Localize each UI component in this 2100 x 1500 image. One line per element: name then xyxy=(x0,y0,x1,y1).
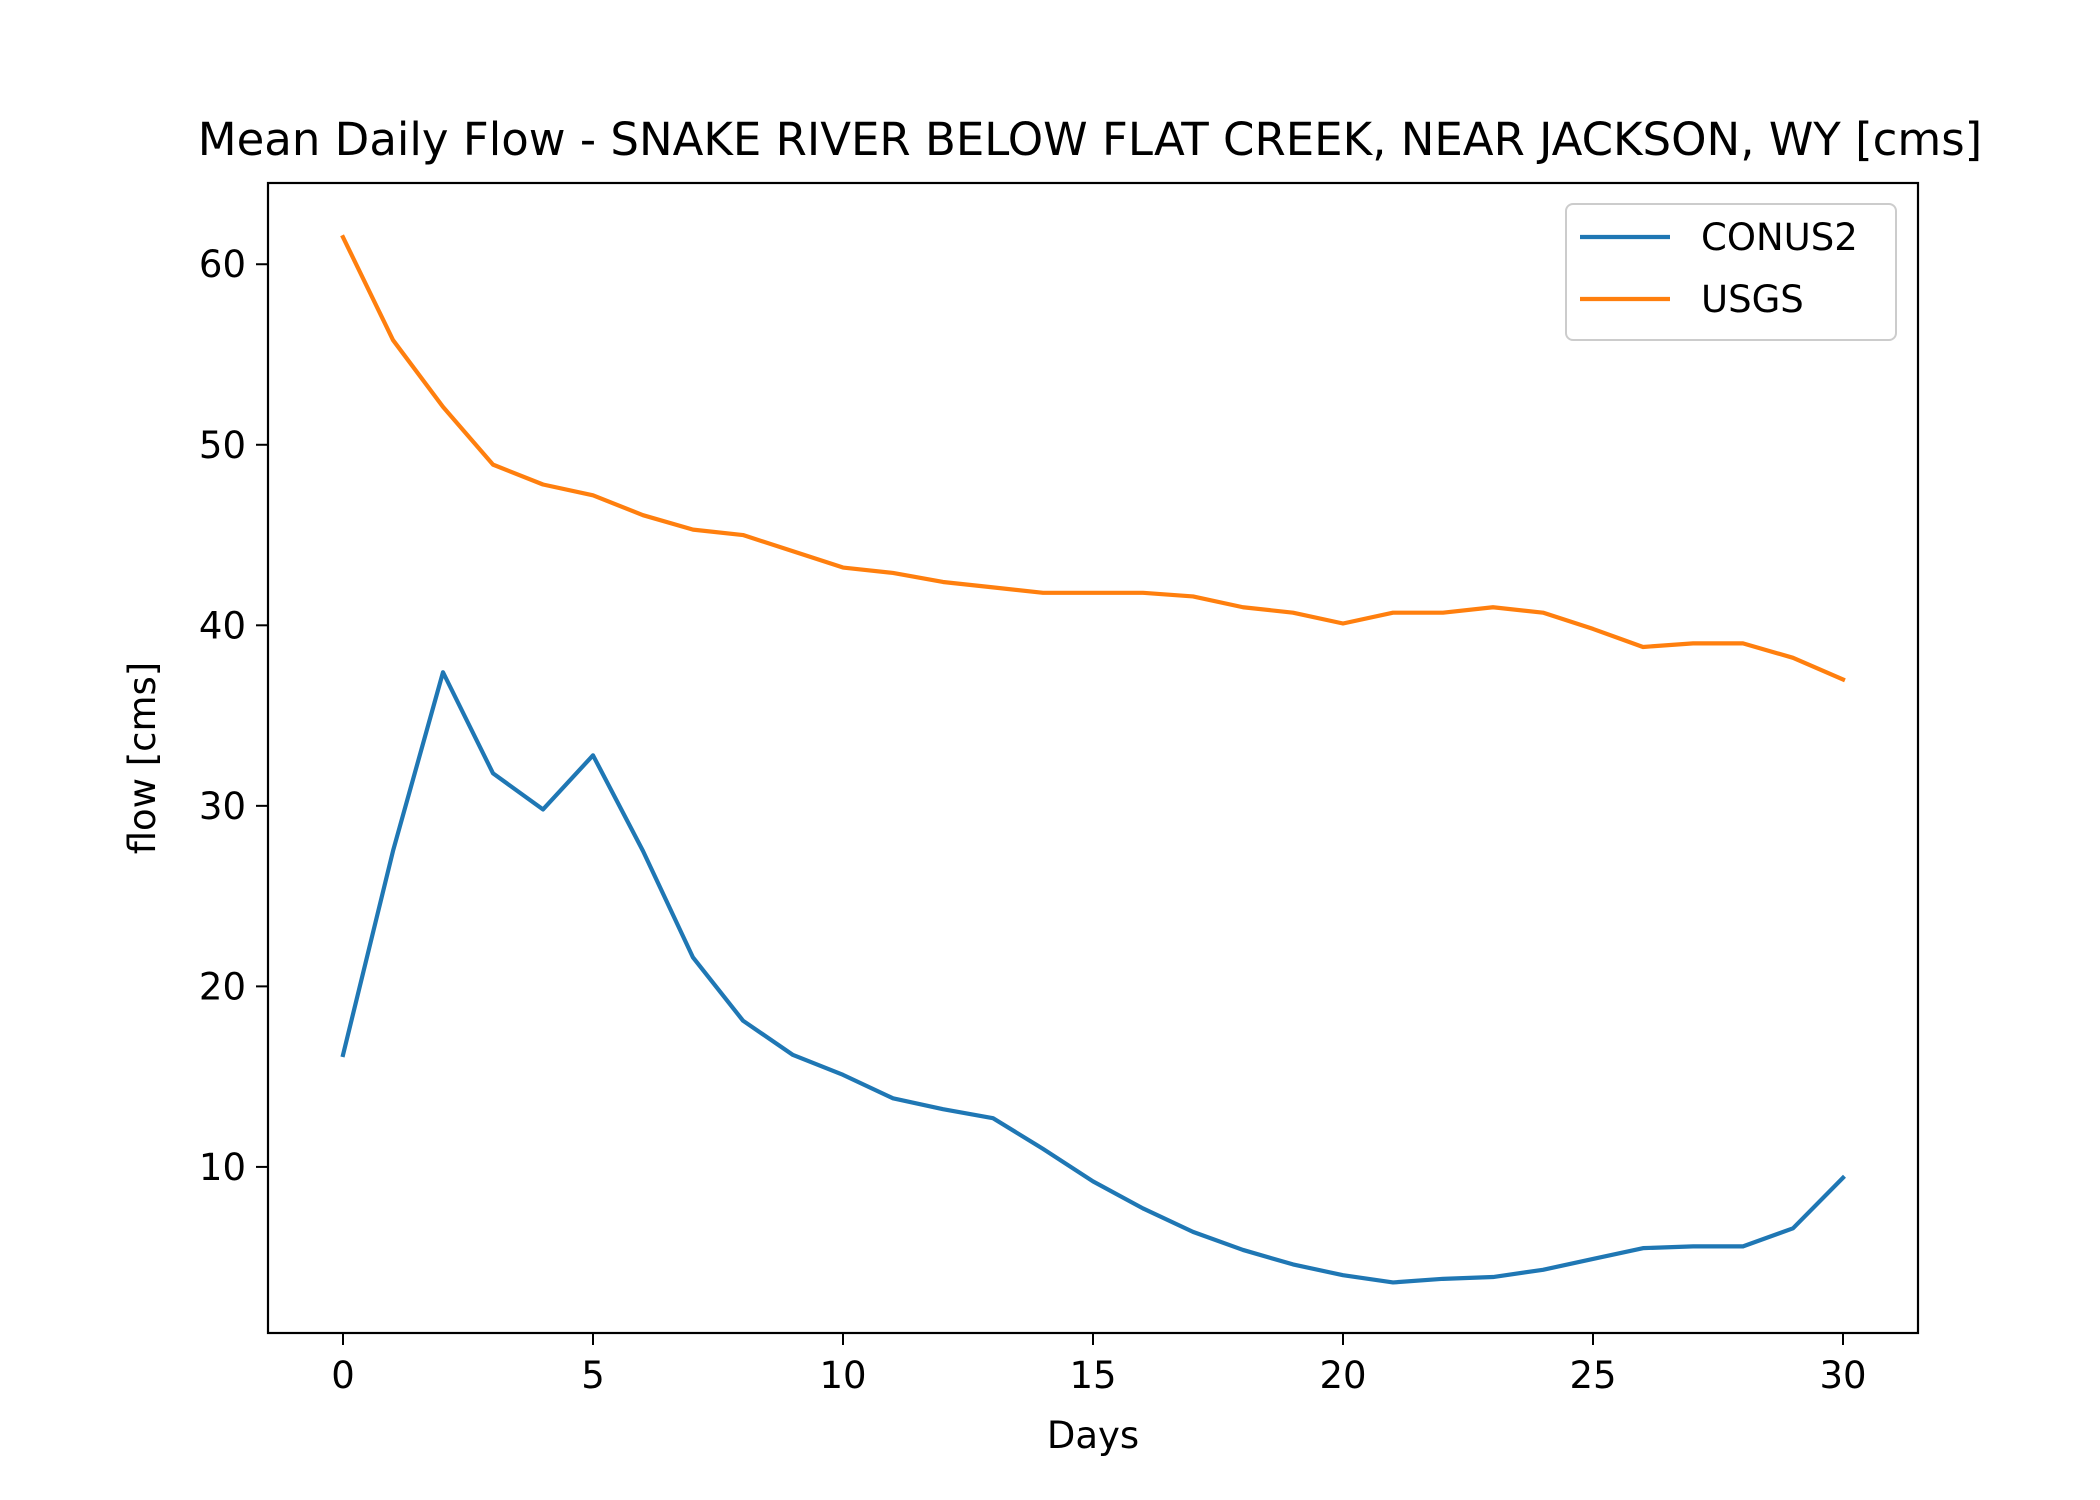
series-layer xyxy=(340,234,1846,1285)
y-tick-label: 40 xyxy=(199,604,246,647)
legend-label-conus2: CONUS2 xyxy=(1701,216,1858,259)
x-tick-label: 15 xyxy=(1069,1354,1116,1397)
legend: CONUS2 USGS xyxy=(1565,203,1897,341)
x-axis-label: Days xyxy=(1047,1414,1139,1457)
legend-items: CONUS2 USGS xyxy=(1580,216,1858,321)
plot-frame xyxy=(266,181,1920,1335)
x-tick-label: 5 xyxy=(581,1354,605,1397)
x-tick-label: 30 xyxy=(1819,1354,1866,1397)
y-tick-label: 10 xyxy=(199,1146,246,1189)
x-tick-label: 0 xyxy=(331,1354,355,1397)
chart-title: Mean Daily Flow - SNAKE RIVER BELOW FLAT… xyxy=(198,113,1983,166)
x-tick-label: 10 xyxy=(819,1354,866,1397)
y-tick-label: 60 xyxy=(199,243,246,286)
y-tick-label: 20 xyxy=(199,965,246,1008)
x-tick-label: 20 xyxy=(1319,1354,1366,1397)
y-tick-label: 50 xyxy=(199,424,246,467)
y-axis: 10 20 30 40 50 60 xyxy=(199,243,268,1189)
legend-label-usgs: USGS xyxy=(1701,278,1804,321)
y-axis-label: flow [cms] xyxy=(121,662,164,855)
series-line-conus2 xyxy=(340,670,1846,1285)
x-tick-label: 25 xyxy=(1569,1354,1616,1397)
x-axis: 0 5 10 15 20 25 30 xyxy=(331,1333,1867,1397)
series-line-usgs xyxy=(340,234,1846,683)
y-tick-label: 30 xyxy=(199,785,246,828)
